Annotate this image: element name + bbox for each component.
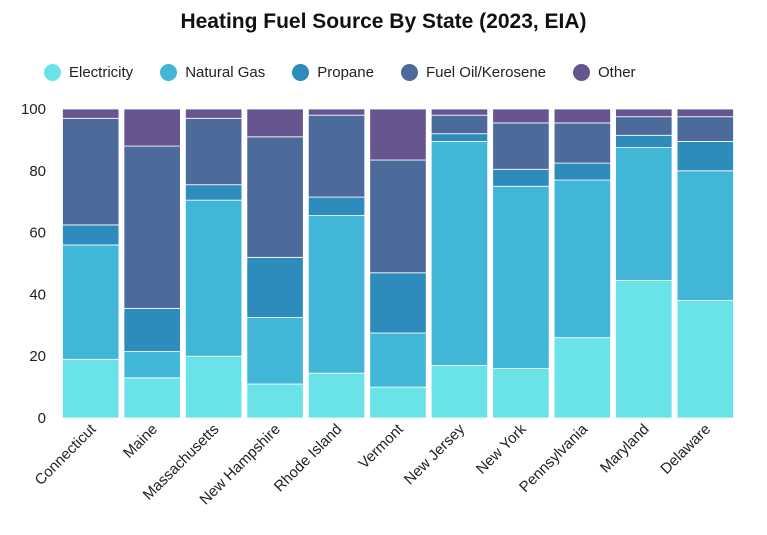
legend-label-natural-gas: Natural Gas — [185, 63, 266, 81]
bar-segment-fuel-oil-kerosene-vermont — [369, 159, 427, 274]
bar-segment-fuel-oil-kerosene-new-york — [492, 122, 550, 170]
bar-segment-natural-gas-rhode-island — [307, 215, 366, 374]
bar-segment-electricity-delaware — [676, 300, 734, 419]
legend-label-electricity: Electricity — [69, 63, 134, 81]
legend-label-fuel-oil-kerosene: Fuel Oil/Kerosene — [425, 63, 547, 81]
bar-segment-other-new-york — [492, 108, 550, 124]
bar-segment-other-vermont — [369, 108, 427, 161]
bar-segment-other-connecticut — [62, 108, 120, 119]
bar-segment-natural-gas-maine — [123, 351, 181, 379]
bar-segment-fuel-oil-kerosene-pennsylvania — [553, 122, 611, 164]
bar-segment-natural-gas-new-jersey — [430, 141, 489, 366]
legend-swatch-electricity — [44, 63, 61, 81]
bar-segment-propane-maine — [123, 307, 181, 352]
bar-segment-fuel-oil-kerosene-delaware — [676, 116, 734, 142]
bar-segment-natural-gas-new-york — [492, 185, 550, 369]
bar-segment-propane-new-york — [492, 168, 550, 187]
legend-swatch-fuel-oil-kerosene — [400, 63, 418, 81]
bar-segment-fuel-oil-kerosene-rhode-island — [307, 114, 366, 198]
x-tick-label: Delaware — [657, 421, 714, 478]
bar-segment-propane-new-hampshire — [246, 256, 304, 318]
bar-segment-natural-gas-connecticut — [62, 244, 120, 360]
bar-segment-fuel-oil-kerosene-maine — [123, 145, 181, 309]
bar-segment-propane-rhode-island — [307, 196, 366, 216]
bar-segment-other-maryland — [615, 108, 673, 118]
bar-segment-other-maine — [123, 108, 181, 147]
legend-item-fuel-oil-kerosene[interactable]: Fuel Oil/Kerosene — [400, 63, 547, 81]
bar-segment-natural-gas-pennsylvania — [553, 179, 611, 339]
y-tick-label: 40 — [29, 286, 46, 303]
bar-segment-propane-vermont — [369, 272, 427, 334]
bar-segment-electricity-new-jersey — [430, 365, 489, 419]
bar-segment-natural-gas-delaware — [676, 170, 734, 301]
bar-segment-natural-gas-massachusetts — [185, 199, 243, 357]
legend-item-propane[interactable]: Propane — [292, 63, 374, 81]
bar-segment-propane-maryland — [615, 134, 673, 149]
y-tick-label: 60 — [29, 225, 46, 242]
bar-segment-electricity-new-hampshire — [246, 383, 304, 419]
bar-segment-electricity-massachusetts — [185, 355, 243, 419]
bar-segment-electricity-new-york — [492, 368, 550, 419]
bar-segment-fuel-oil-kerosene-connecticut — [62, 117, 120, 226]
legend-label-other: Other — [598, 63, 636, 81]
legend-swatch-natural-gas — [160, 63, 178, 81]
x-tick-label: Vermont — [355, 420, 407, 472]
y-tick-label: 80 — [29, 163, 46, 180]
bar-segment-electricity-maryland — [615, 280, 673, 419]
legend-swatch-other — [573, 63, 591, 81]
bar-segment-natural-gas-maryland — [615, 147, 673, 281]
bar-segment-other-massachusetts — [185, 108, 243, 119]
bar-segment-electricity-pennsylvania — [553, 337, 611, 419]
y-tick-label: 0 — [38, 410, 46, 427]
bar-segment-fuel-oil-kerosene-new-hampshire — [246, 136, 304, 258]
legend-item-other[interactable]: Other — [573, 63, 636, 81]
chart-title: Heating Fuel Source By State (2023, EIA) — [180, 10, 587, 33]
bar-segment-propane-pennsylvania — [553, 162, 611, 181]
y-tick-label: 20 — [29, 348, 46, 365]
x-tick-label: Maryland — [597, 421, 653, 477]
bar-segment-fuel-oil-kerosene-new-jersey — [430, 114, 489, 135]
x-tick-label: Maine — [120, 421, 161, 462]
legend-label-propane: Propane — [317, 63, 374, 81]
bar-segment-electricity-rhode-island — [307, 372, 366, 419]
x-tick-label: Connecticut — [32, 420, 101, 489]
bar-segment-other-delaware — [676, 108, 734, 118]
bar-segment-propane-connecticut — [62, 224, 120, 246]
bar-segment-natural-gas-new-hampshire — [246, 317, 304, 385]
bar-segment-fuel-oil-kerosene-maryland — [615, 116, 673, 136]
bar-segment-other-new-hampshire — [246, 108, 304, 138]
x-tick-label: New York — [473, 420, 530, 477]
bar-segment-propane-massachusetts — [185, 184, 243, 201]
bar-segment-other-rhode-island — [307, 108, 366, 116]
legend-item-electricity[interactable]: Electricity — [44, 63, 134, 81]
bar-segment-other-pennsylvania — [553, 108, 611, 124]
bar-segment-fuel-oil-kerosene-massachusetts — [185, 117, 243, 186]
bar-segment-other-new-jersey — [430, 108, 489, 116]
x-tick-label: New Jersey — [401, 420, 469, 488]
legend-item-natural-gas[interactable]: Natural Gas — [160, 63, 266, 81]
legend-swatch-propane — [292, 63, 310, 81]
bar-segment-propane-delaware — [676, 141, 734, 172]
bar-segment-electricity-maine — [123, 377, 181, 419]
y-tick-label: 100 — [21, 101, 46, 118]
bar-segment-propane-new-jersey — [430, 133, 489, 142]
bar-segment-electricity-connecticut — [62, 358, 120, 419]
bar-segment-electricity-vermont — [369, 386, 427, 419]
chart-legend: Electricity Natural Gas Propane Fuel Oil… — [44, 61, 663, 83]
bar-segment-natural-gas-vermont — [369, 332, 427, 388]
